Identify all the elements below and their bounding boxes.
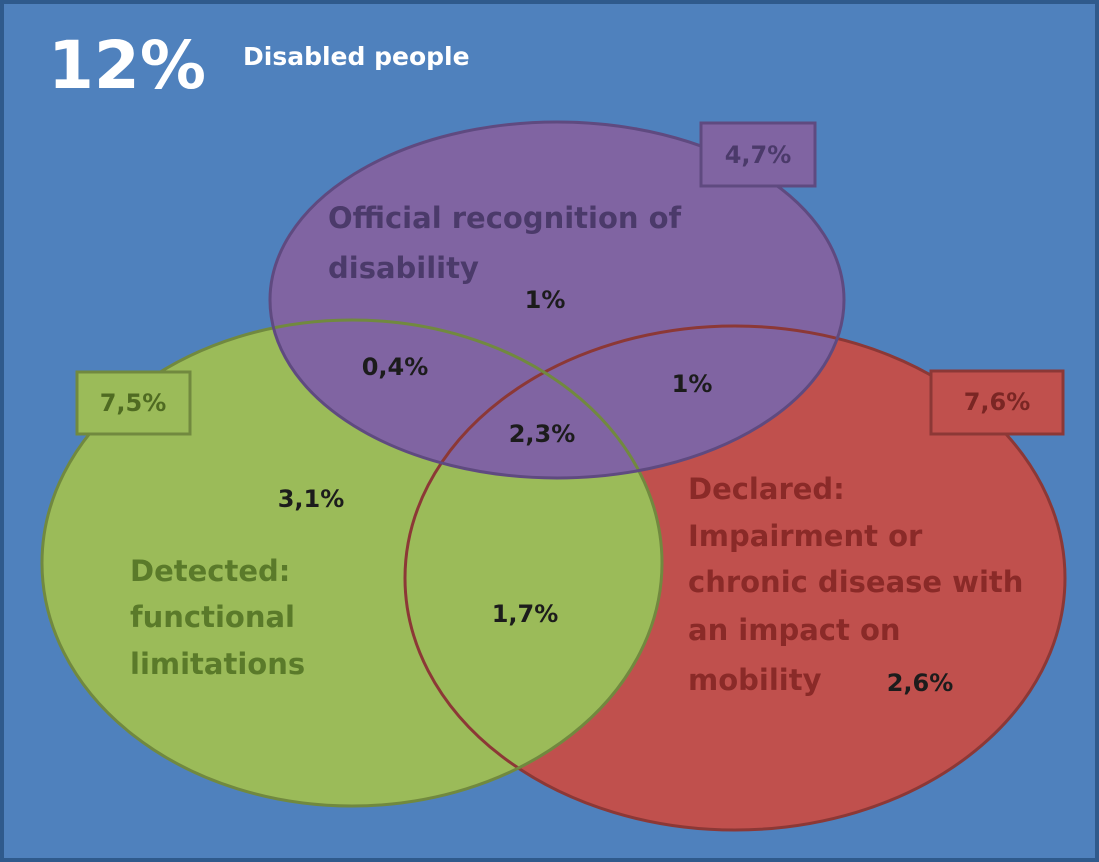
- detected-label: limitations: [130, 647, 305, 681]
- declared-outline: [403, 324, 1067, 832]
- declared-label: Declared:: [688, 472, 845, 506]
- detected-total: 7,5%: [100, 389, 167, 417]
- detected-label: functional: [130, 600, 295, 634]
- declared-label: Impairment or: [688, 519, 923, 553]
- declared-label: chronic disease with: [688, 565, 1023, 599]
- declared-total: 7,6%: [964, 388, 1031, 416]
- region-value: 1%: [525, 286, 566, 314]
- declared-label: mobility: [688, 663, 822, 697]
- declared-label: an impact on: [688, 613, 901, 647]
- header-total: 12%: [48, 27, 206, 104]
- official-set: [270, 122, 844, 478]
- region-value: 3,1%: [278, 485, 345, 513]
- official-total: 4,7%: [725, 141, 792, 169]
- detected-label: Detected:: [130, 554, 290, 588]
- declared-total-box: [929, 369, 1065, 436]
- region-value: 0,4%: [362, 353, 429, 381]
- official-outline: [268, 120, 846, 480]
- official-total-box: [699, 121, 817, 188]
- region-value: 1,7%: [492, 600, 559, 628]
- official-label: disability: [328, 251, 479, 285]
- official-label: Official recognition of: [328, 201, 682, 235]
- region-value: 2,6%: [887, 669, 954, 697]
- header-title: Disabled people: [243, 42, 470, 71]
- region-value: 2,3%: [509, 420, 576, 448]
- region-value: 1%: [672, 370, 713, 398]
- detected-outline: [40, 318, 664, 808]
- detected-total-box: [75, 370, 192, 436]
